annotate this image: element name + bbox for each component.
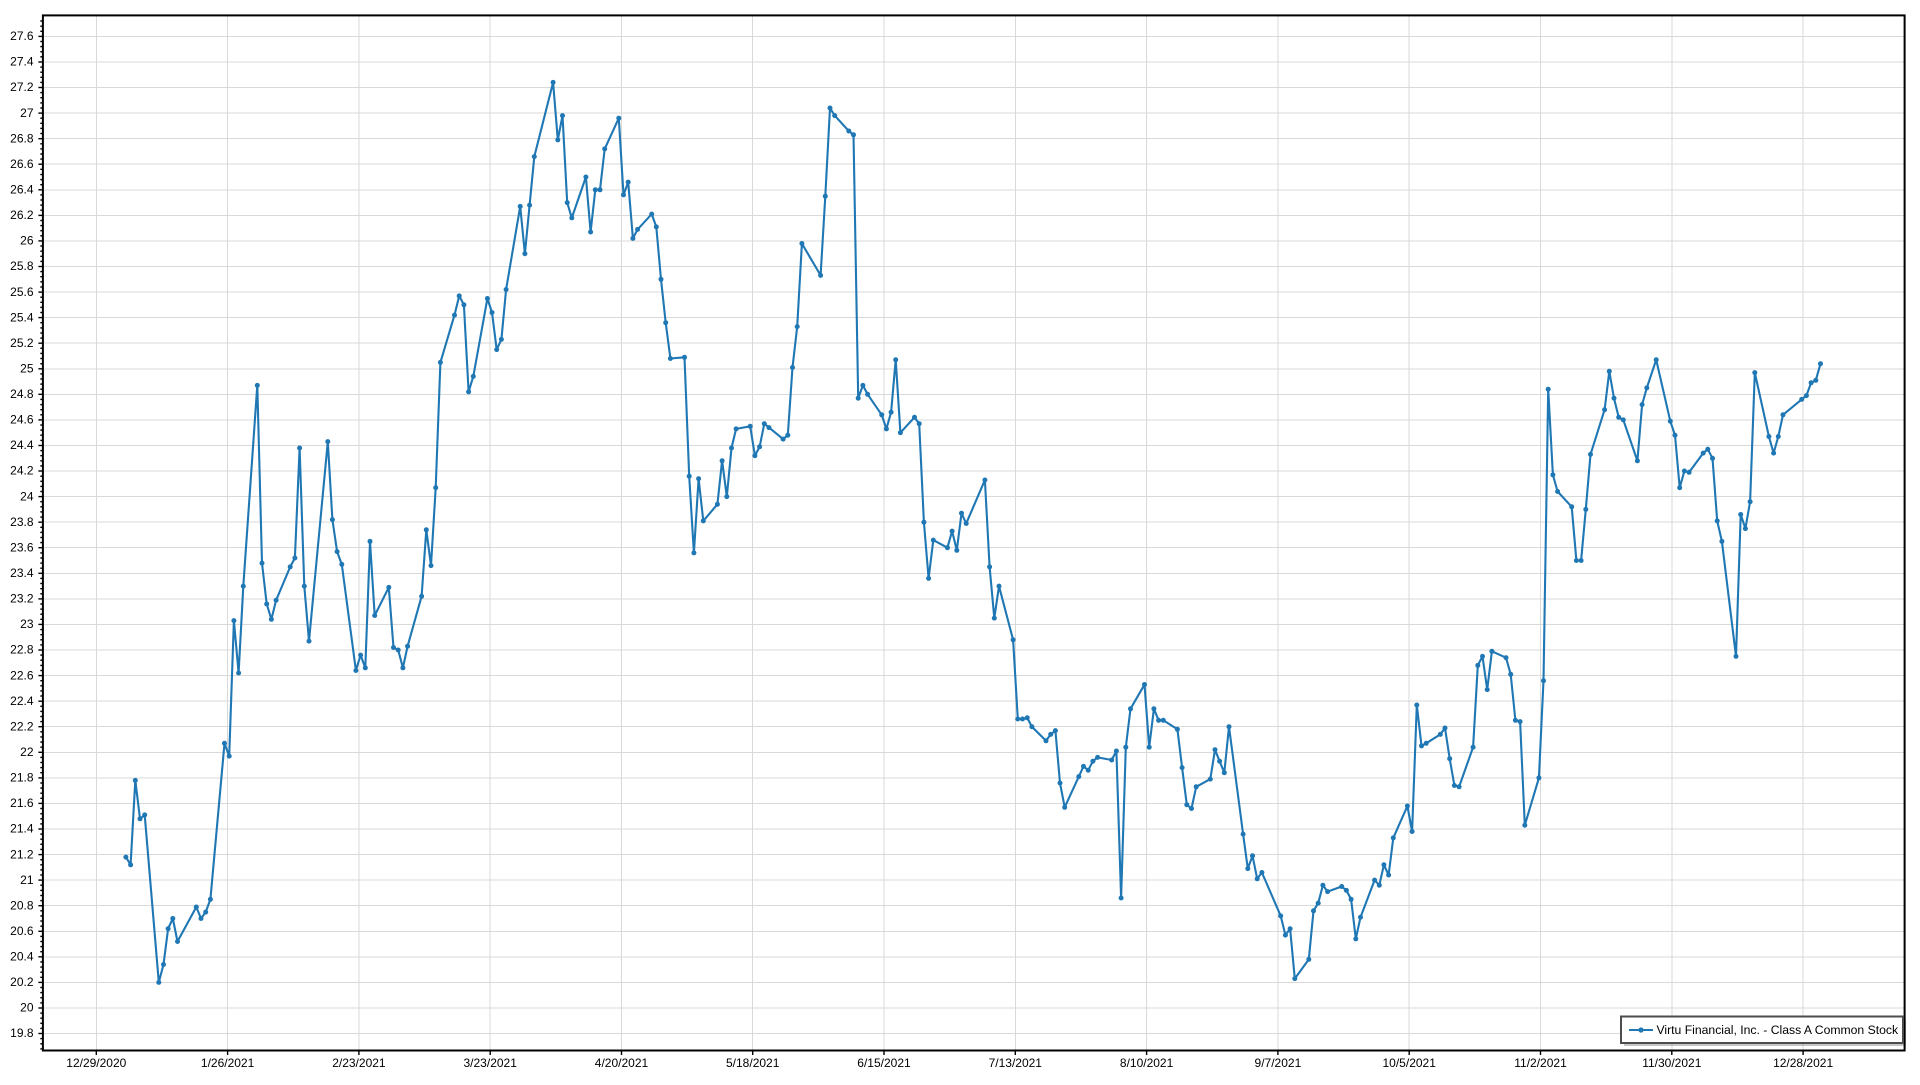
svg-text:25.4: 25.4 <box>10 310 34 324</box>
svg-text:21.4: 21.4 <box>10 822 34 836</box>
svg-text:26.8: 26.8 <box>10 131 34 145</box>
svg-text:22.2: 22.2 <box>10 719 34 733</box>
svg-text:20: 20 <box>20 1001 34 1015</box>
svg-text:21.8: 21.8 <box>10 771 34 785</box>
svg-text:27: 27 <box>20 106 34 120</box>
svg-text:26.6: 26.6 <box>10 157 34 171</box>
svg-text:21.2: 21.2 <box>10 847 34 861</box>
svg-text:23: 23 <box>20 617 34 631</box>
svg-text:5/18/2021: 5/18/2021 <box>726 1056 780 1070</box>
svg-text:23.2: 23.2 <box>10 592 34 606</box>
svg-text:27.6: 27.6 <box>10 29 34 43</box>
svg-text:27.4: 27.4 <box>10 55 34 69</box>
svg-text:12/29/2020: 12/29/2020 <box>66 1056 126 1070</box>
svg-text:6/15/2021: 6/15/2021 <box>857 1056 911 1070</box>
svg-text:27.2: 27.2 <box>10 80 34 94</box>
svg-text:26.2: 26.2 <box>10 208 34 222</box>
svg-text:25.8: 25.8 <box>10 259 34 273</box>
svg-text:23.8: 23.8 <box>10 515 34 529</box>
svg-text:22.8: 22.8 <box>10 643 34 657</box>
svg-text:25.2: 25.2 <box>10 336 34 350</box>
svg-text:25: 25 <box>20 362 34 376</box>
svg-text:20.2: 20.2 <box>10 975 34 989</box>
svg-text:23.4: 23.4 <box>10 566 34 580</box>
svg-text:9/7/2021: 9/7/2021 <box>1255 1056 1302 1070</box>
svg-text:24.2: 24.2 <box>10 464 34 478</box>
svg-text:19.8: 19.8 <box>10 1026 34 1040</box>
svg-text:21.6: 21.6 <box>10 796 34 810</box>
svg-text:Virtu Financial, Inc. - Class: Virtu Financial, Inc. - Class A Common S… <box>1657 1023 1899 1037</box>
svg-text:26: 26 <box>20 234 34 248</box>
svg-text:24: 24 <box>20 489 34 503</box>
svg-text:25.6: 25.6 <box>10 285 34 299</box>
svg-text:10/5/2021: 10/5/2021 <box>1383 1056 1437 1070</box>
svg-text:24.4: 24.4 <box>10 438 34 452</box>
svg-text:20.4: 20.4 <box>10 950 34 964</box>
svg-text:11/2/2021: 11/2/2021 <box>1514 1056 1567 1070</box>
svg-text:20.6: 20.6 <box>10 924 34 938</box>
svg-text:23.6: 23.6 <box>10 540 34 554</box>
svg-text:21: 21 <box>20 873 34 887</box>
svg-text:24.6: 24.6 <box>10 413 34 427</box>
svg-text:26.4: 26.4 <box>10 183 34 197</box>
svg-text:7/13/2021: 7/13/2021 <box>989 1056 1043 1070</box>
svg-text:22: 22 <box>20 745 34 759</box>
svg-text:12/28/2021: 12/28/2021 <box>1773 1056 1833 1070</box>
svg-text:2/23/2021: 2/23/2021 <box>332 1056 386 1070</box>
svg-text:24.8: 24.8 <box>10 387 34 401</box>
svg-text:4/20/2021: 4/20/2021 <box>595 1056 649 1070</box>
svg-text:3/23/2021: 3/23/2021 <box>464 1056 518 1070</box>
svg-text:20.8: 20.8 <box>10 898 34 912</box>
svg-text:22.6: 22.6 <box>10 668 34 682</box>
svg-text:22.4: 22.4 <box>10 694 34 708</box>
svg-text:1/26/2021: 1/26/2021 <box>201 1056 255 1070</box>
svg-text:8/10/2021: 8/10/2021 <box>1120 1056 1174 1070</box>
svg-text:11/30/2021: 11/30/2021 <box>1642 1056 1701 1070</box>
